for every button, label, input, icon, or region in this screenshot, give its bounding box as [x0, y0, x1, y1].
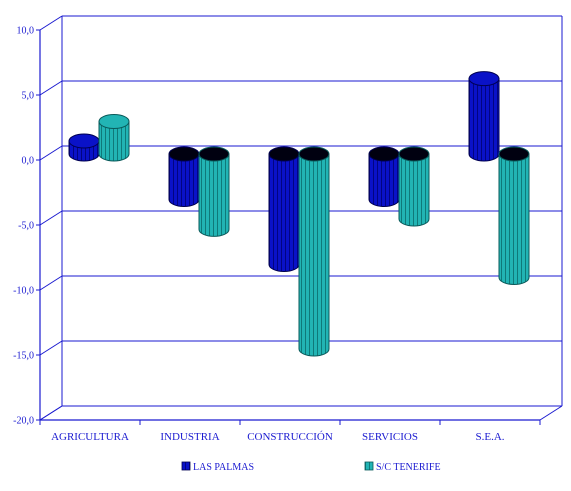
bar-cap — [98, 114, 130, 129]
x-tick-label: CONSTRUCCIÓN — [247, 431, 333, 443]
floor-edge — [39, 405, 63, 421]
bar-body — [498, 153, 530, 285]
gridline-side — [39, 275, 63, 291]
legend-swatch — [364, 461, 374, 471]
gridline-side — [39, 340, 63, 356]
legend-entry: S/C TENERIFE — [364, 461, 441, 473]
bar — [468, 71, 500, 162]
bars-layer — [68, 71, 530, 357]
bar-cap — [368, 146, 400, 162]
bar — [268, 146, 300, 272]
bar-body — [168, 153, 200, 207]
labels-layer: 10,0 5,0 0,0 -5,0 -10,0 -15,0 -20,0 AGRICULTURA… — [13, 26, 505, 444]
bar — [68, 133, 100, 162]
legend-label: LAS PALMAS — [193, 462, 254, 473]
x-tick-label: AGRICULTURA — [51, 431, 129, 443]
x-tick-label: INDUSTRIA — [160, 431, 219, 443]
bar-body — [198, 153, 230, 237]
bar-cap — [268, 146, 300, 162]
gridline-side — [39, 80, 63, 96]
y-tick-label: -20,0 — [13, 416, 34, 427]
legend-label: S/C TENERIFE — [376, 462, 441, 473]
bar-body — [398, 153, 430, 227]
bar — [368, 146, 400, 207]
bar — [298, 146, 330, 357]
bar-body — [468, 78, 500, 162]
x-tick-label: SERVICIOS — [362, 431, 418, 443]
legend: LAS PALMAS S/C TENERIFE — [181, 461, 441, 473]
bar — [498, 146, 530, 285]
y-tick-label: 0,0 — [22, 156, 35, 167]
bar — [98, 114, 130, 162]
bar-body — [368, 153, 400, 207]
legend-swatch — [181, 461, 191, 471]
bar-cap — [198, 146, 230, 162]
bar-cap — [68, 133, 100, 149]
bar-cap — [468, 71, 500, 87]
y-tick-label: -15,0 — [13, 351, 34, 362]
bar — [168, 146, 200, 207]
y-tick-label: -10,0 — [13, 286, 34, 297]
bar-body — [98, 121, 130, 162]
bar-cap — [168, 146, 200, 162]
gridline-side — [39, 15, 63, 31]
axis-layer — [36, 16, 563, 425]
bar — [198, 146, 230, 237]
y-tick-label: 10,0 — [17, 26, 35, 37]
floor-edge — [539, 405, 563, 421]
bar-cap — [298, 146, 330, 162]
gridline-side — [39, 145, 63, 161]
y-tick-label: -5,0 — [18, 221, 34, 232]
bar-cap — [398, 146, 430, 162]
bar-body — [268, 153, 300, 272]
y-tick-label: 5,0 — [22, 91, 35, 102]
bar-body — [298, 153, 330, 357]
legend-entry: LAS PALMAS — [181, 461, 254, 473]
bar — [398, 146, 430, 227]
x-tick-label: S.E.A. — [475, 431, 504, 443]
gridline-side — [39, 210, 63, 226]
bar-cap — [498, 146, 530, 162]
